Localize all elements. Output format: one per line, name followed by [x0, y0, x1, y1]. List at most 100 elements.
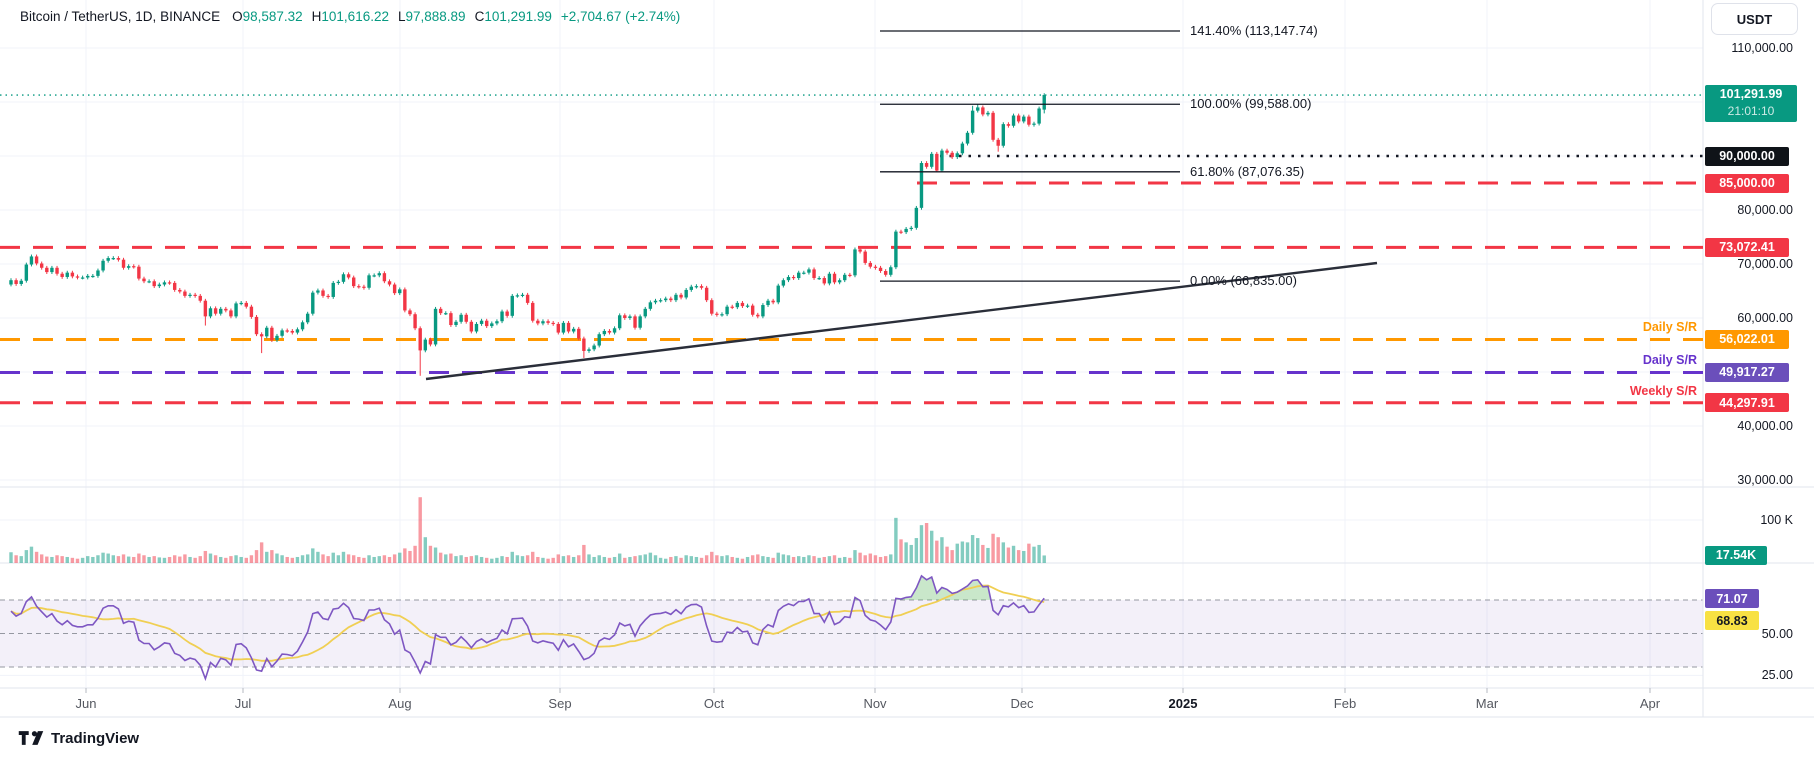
- candle-body: [817, 278, 821, 280]
- volume-bar: [142, 555, 146, 563]
- candle-body: [689, 286, 693, 290]
- candle-body: [914, 207, 919, 228]
- volume-bar: [617, 553, 622, 563]
- candle-body: [561, 322, 566, 333]
- volume-bar: [280, 555, 284, 563]
- candle-body: [878, 267, 883, 272]
- candle-body: [694, 286, 699, 288]
- candle-body: [265, 327, 269, 337]
- candle-body: [208, 308, 213, 317]
- volume-bar: [14, 555, 18, 563]
- volume-bar: [694, 556, 699, 563]
- volume-bar: [147, 556, 151, 563]
- volume-bar: [991, 533, 995, 563]
- volume-bar: [807, 555, 811, 563]
- candle-body: [341, 274, 346, 282]
- candle-body: [899, 231, 903, 233]
- candle-body: [582, 338, 586, 351]
- candle-body: [1032, 123, 1036, 125]
- volume-bar: [9, 552, 13, 563]
- volume-bar: [459, 555, 463, 563]
- candle-body: [444, 313, 448, 315]
- candle-body: [270, 327, 274, 341]
- volume-bar: [704, 555, 709, 563]
- volume-bar: [930, 530, 934, 563]
- volume-bar: [756, 554, 760, 563]
- volume-bar: [658, 557, 663, 563]
- candle-body: [305, 313, 310, 323]
- volume-bar: [582, 544, 586, 563]
- volume-bar: [791, 556, 796, 563]
- volume-bar: [203, 550, 208, 563]
- candle-body: [802, 272, 806, 274]
- candle-body: [858, 249, 862, 252]
- volume-bar: [648, 552, 653, 563]
- candle-body: [34, 256, 39, 264]
- candle-body: [602, 330, 607, 335]
- candle-body: [546, 321, 550, 323]
- candle-body: [981, 107, 985, 115]
- volume-bar: [546, 558, 550, 563]
- volume-bar: [1016, 550, 1021, 563]
- volume-bar: [172, 555, 177, 563]
- volume-bar: [955, 543, 959, 563]
- volume-bar: [745, 556, 750, 563]
- volume-bar: [853, 550, 857, 563]
- candle-body: [791, 276, 796, 279]
- volume-bar: [725, 555, 729, 563]
- candle-body: [883, 271, 888, 275]
- open-label: O: [232, 9, 243, 24]
- volume-bar: [607, 557, 612, 563]
- candle-body: [807, 269, 811, 273]
- volume-bar: [766, 556, 770, 563]
- volume-bar: [19, 556, 23, 563]
- volume-bar: [193, 557, 197, 563]
- candle-body: [720, 314, 724, 316]
- tradingview-logo[interactable]: TradingView: [18, 728, 139, 748]
- volume-bar: [157, 557, 162, 563]
- candle-body: [152, 281, 156, 287]
- candle-body: [224, 308, 228, 311]
- candle-body: [945, 150, 949, 153]
- candle-body: [213, 308, 218, 314]
- currency-toggle-button[interactable]: USDT: [1711, 3, 1798, 35]
- volume-bar: [438, 552, 443, 563]
- candle-body: [331, 282, 335, 297]
- candle-body: [219, 308, 223, 314]
- volume-bar: [587, 554, 591, 563]
- candle-body: [382, 273, 387, 282]
- volume-bar: [914, 538, 919, 563]
- candle-body: [623, 315, 627, 318]
- volume-bar: [822, 556, 826, 563]
- volume-bar: [408, 550, 412, 563]
- volume-bar: [433, 547, 438, 563]
- volume-bar: [198, 556, 202, 563]
- candle-body: [101, 260, 105, 271]
- candle-body: [940, 150, 944, 171]
- volume-bar: [428, 545, 433, 563]
- volume-bar: [500, 556, 504, 563]
- candle-body: [1027, 116, 1031, 125]
- volume-bar: [29, 546, 34, 563]
- candle-body: [868, 262, 873, 267]
- volume-bar: [392, 554, 397, 563]
- volume-bar: [858, 552, 862, 563]
- volume-bar: [219, 556, 223, 563]
- candle-body: [1011, 115, 1016, 126]
- candle-body: [531, 302, 535, 321]
- candle-body: [597, 334, 601, 346]
- candle-body: [372, 275, 376, 277]
- candle-body: [669, 298, 673, 301]
- candle-body: [571, 328, 576, 332]
- volume-bar: [1006, 547, 1011, 563]
- volume-bar: [96, 555, 100, 563]
- volume-bar: [633, 556, 637, 563]
- candle-body: [740, 302, 745, 307]
- candle-body: [398, 289, 402, 294]
- candle-body: [617, 315, 622, 329]
- volume-bar: [111, 555, 115, 563]
- volume-bar: [234, 555, 238, 563]
- volume-bar: [761, 556, 765, 563]
